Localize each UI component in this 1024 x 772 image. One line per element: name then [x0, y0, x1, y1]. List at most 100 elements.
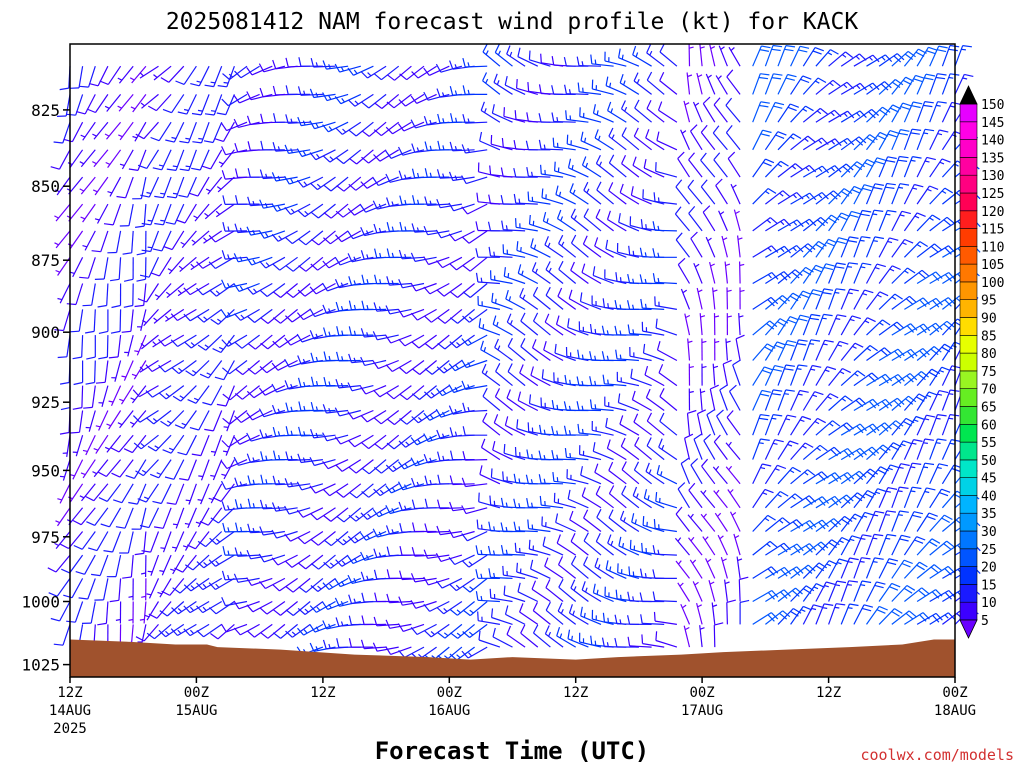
- wind-barb: [508, 338, 525, 360]
- barb-shaft: [151, 204, 159, 225]
- barb-feather: [222, 170, 225, 179]
- barb-feather: [221, 624, 226, 632]
- barb-feather: [845, 396, 853, 401]
- barb-shaft: [740, 262, 741, 284]
- barb-half-feather: [810, 344, 815, 345]
- barb-feather: [248, 631, 255, 637]
- barb-shaft: [189, 122, 197, 143]
- barb-feather: [584, 182, 588, 190]
- barb-feather: [222, 481, 226, 489]
- wind-barb: [348, 94, 373, 106]
- barb-feather: [837, 263, 846, 265]
- barb-half-feather: [185, 138, 190, 139]
- wind-barb: [48, 555, 70, 572]
- wind-barb: [622, 101, 639, 123]
- barb-shaft: [778, 390, 786, 411]
- barb-half-feather: [56, 521, 60, 523]
- barb-feather: [534, 625, 538, 633]
- wind-barb: [197, 555, 222, 568]
- barb-shaft: [778, 467, 793, 483]
- barb-feather: [337, 638, 339, 647]
- barb-feather: [490, 589, 491, 598]
- barb-feather: [463, 610, 470, 616]
- barb-half-feather: [198, 500, 203, 501]
- barb-half-feather: [740, 290, 745, 291]
- barb-feather: [518, 48, 520, 57]
- barb-feather: [260, 608, 267, 614]
- barb-half-feather: [431, 393, 434, 396]
- barb-feather: [451, 451, 453, 460]
- barb-feather: [552, 426, 554, 435]
- barb-feather: [539, 113, 541, 122]
- barb-feather: [584, 533, 588, 541]
- barb-feather: [808, 136, 815, 142]
- barb-feather: [676, 233, 682, 240]
- wind-barb: [577, 377, 601, 386]
- wind-barb: [110, 578, 121, 601]
- barb-feather: [150, 474, 159, 478]
- barb-half-feather: [624, 81, 626, 85]
- wind-barb: [753, 567, 778, 579]
- barb-feather: [312, 377, 314, 386]
- barb-half-feather: [633, 329, 634, 334]
- barb-shaft: [753, 74, 761, 95]
- barb-feather: [647, 438, 651, 446]
- wind-barb: [165, 460, 184, 480]
- barb-feather: [476, 545, 478, 554]
- barb-feather: [703, 206, 710, 213]
- barb-feather: [837, 315, 846, 317]
- wind-barb: [129, 578, 134, 600]
- barb-feather: [197, 316, 204, 322]
- wind-barb: [153, 150, 171, 170]
- barb-half-feather: [683, 290, 687, 293]
- wind-barb: [110, 257, 121, 280]
- barb-feather: [374, 467, 381, 473]
- barb-shaft: [75, 602, 82, 623]
- wind-barb: [816, 519, 841, 532]
- barb-half-feather: [179, 368, 183, 371]
- barb-feather: [153, 501, 162, 503]
- barb-feather: [98, 306, 107, 308]
- barb-feather: [494, 414, 497, 423]
- wind-barb: [609, 128, 626, 150]
- wind-barb: [83, 435, 95, 455]
- barb-half-feather: [689, 392, 694, 393]
- barb-feather: [565, 375, 566, 384]
- barb-shaft: [765, 103, 775, 123]
- barb-shaft: [546, 588, 563, 602]
- barb-feather: [659, 364, 663, 373]
- barb-feather: [593, 584, 595, 593]
- barb-feather: [578, 83, 579, 92]
- barb-half-feather: [718, 513, 721, 516]
- barb-feather: [463, 85, 465, 94]
- wind-barb: [816, 80, 840, 94]
- wind-barb: [210, 460, 221, 480]
- barb-feather: [286, 403, 288, 412]
- barb-feather: [642, 634, 643, 643]
- barb-half-feather: [342, 306, 343, 310]
- barb-shaft: [803, 48, 815, 67]
- barb-feather: [399, 502, 402, 511]
- barb-feather: [349, 638, 351, 647]
- barb-feather: [597, 182, 601, 190]
- barb-half-feather: [430, 146, 431, 151]
- barb-half-feather: [689, 367, 694, 368]
- barb-feather: [413, 523, 415, 532]
- wind-barb: [702, 339, 707, 361]
- wind-barb: [659, 102, 677, 123]
- wind-barb: [73, 335, 83, 359]
- barb-feather: [849, 263, 858, 264]
- barb-half-feather: [710, 582, 714, 584]
- barb-feather: [517, 241, 518, 250]
- barb-feather: [483, 388, 487, 396]
- barb-feather: [223, 394, 230, 400]
- barb-half-feather: [608, 618, 609, 623]
- barb-half-feather: [689, 47, 694, 48]
- wind-barb: [702, 364, 707, 386]
- barb-feather: [175, 425, 184, 429]
- barb-feather: [374, 224, 377, 233]
- wind-barb: [565, 448, 588, 460]
- barb-feather: [609, 510, 613, 518]
- barb-shaft: [133, 94, 146, 112]
- barb-half-feather: [317, 381, 318, 386]
